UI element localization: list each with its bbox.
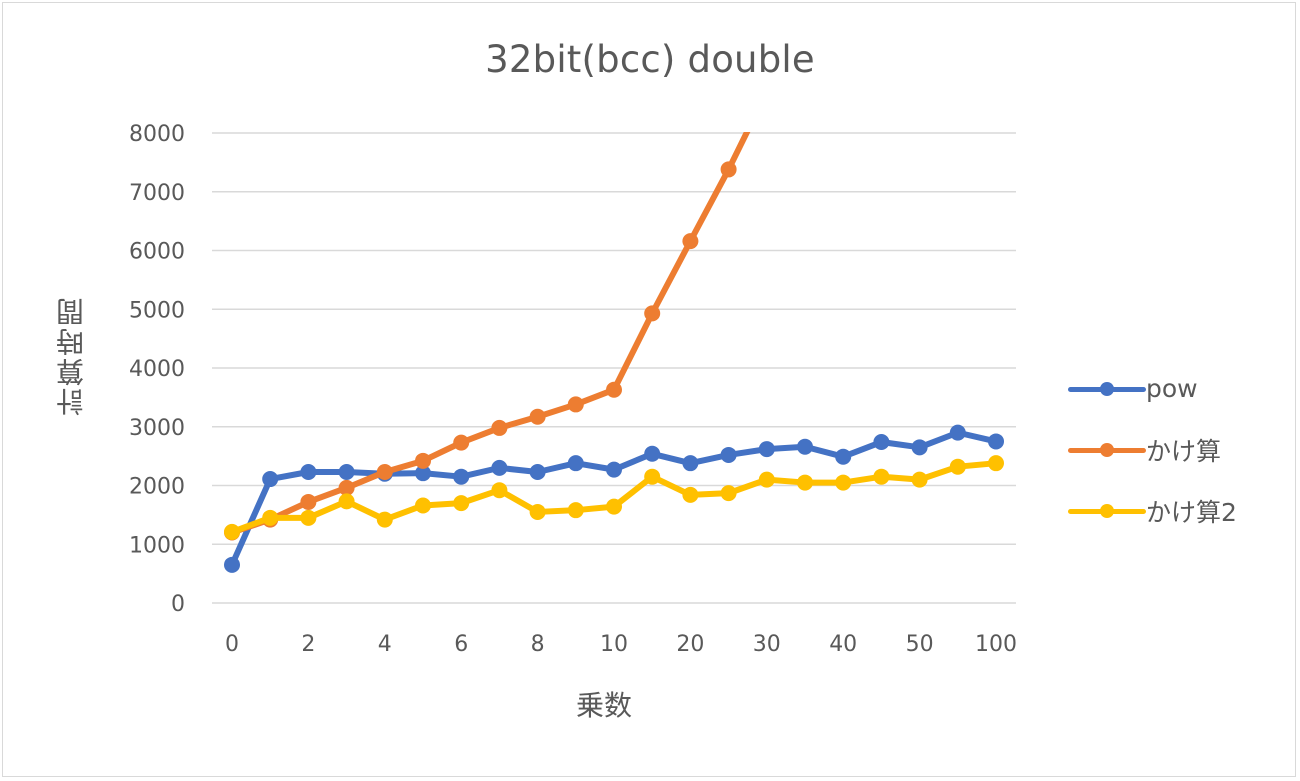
data-point-marker[interactable] [567,396,584,413]
legend-line-marker-icon [1068,440,1146,460]
data-point-marker[interactable] [529,408,546,425]
y-tick-label: 5000 [129,298,185,323]
x-tick-label: 100 [975,632,1017,657]
data-point-marker[interactable] [682,455,699,472]
series-かけ算2 [224,455,1004,540]
legend-label: かけ算2 [1146,497,1237,527]
x-axis-title: 乗数 [576,689,633,722]
data-point-marker[interactable] [300,509,317,526]
data-point-marker[interactable] [988,455,1004,472]
data-point-marker[interactable] [797,474,813,491]
data-point-marker[interactable] [873,434,890,451]
legend-label: pow [1146,374,1198,403]
data-point-marker[interactable] [873,468,890,485]
data-point-marker[interactable] [300,493,317,510]
data-point-marker[interactable] [376,511,393,528]
legend-label: かけ算 [1146,436,1222,466]
data-point-marker[interactable] [338,479,355,496]
legend-line-marker-icon [1068,379,1146,399]
data-point-marker[interactable] [338,493,355,510]
data-point-marker[interactable] [415,497,431,514]
data-point-marker[interactable] [644,445,661,462]
data-point-marker[interactable] [224,523,240,540]
data-point-marker[interactable] [911,439,928,456]
data-point-marker[interactable] [567,455,584,472]
y-tick-label: 6000 [129,240,185,265]
y-tick-label: 3000 [129,416,185,441]
data-point-marker[interactable] [606,498,622,515]
x-tick-label: 4 [378,632,392,657]
data-point-marker[interactable] [224,556,240,573]
data-point-marker[interactable] [491,482,508,499]
data-point-marker[interactable] [491,459,508,476]
data-point-marker[interactable] [758,471,775,488]
data-point-marker[interactable] [606,381,622,398]
chart-title: 32bit(bcc) double [485,38,815,81]
data-point-marker[interactable] [682,486,699,503]
data-point-marker[interactable] [949,424,966,441]
x-tick-label: 0 [225,632,239,657]
legend-item[interactable]: かけ算 [1068,419,1237,480]
data-point-marker[interactable] [606,461,622,478]
x-tick-label: 10 [600,632,628,657]
data-point-marker[interactable] [720,161,737,178]
data-point-marker[interactable] [453,434,470,451]
x-tick-label: 50 [906,632,934,657]
data-point-marker[interactable] [453,468,470,485]
data-point-marker[interactable] [682,233,699,250]
data-point-marker[interactable] [644,468,661,485]
data-point-marker[interactable] [262,509,279,526]
x-tick-label: 6 [454,632,468,657]
data-point-marker[interactable] [415,465,431,482]
data-point-marker[interactable] [415,452,431,469]
data-point-marker[interactable] [720,446,737,463]
series-pow [224,424,1004,573]
data-point-marker[interactable] [797,438,813,455]
x-tick-label: 8 [531,632,545,657]
x-tick-label: 40 [829,632,857,657]
data-point-marker[interactable] [988,433,1004,450]
data-point-marker[interactable] [644,305,661,322]
data-point-marker[interactable] [720,485,737,502]
x-tick-label: 2 [301,632,315,657]
y-tick-label: 7000 [129,181,185,206]
data-point-marker[interactable] [835,474,852,491]
x-tick-label: 20 [676,632,704,657]
data-point-marker[interactable] [949,458,966,475]
y-tick-label: 2000 [129,475,185,500]
y-tick-label: 1000 [129,533,185,558]
data-point-marker[interactable] [491,419,508,436]
data-point-marker[interactable] [835,448,852,465]
data-point-marker[interactable] [262,471,279,488]
y-tick-label: 8000 [129,122,185,147]
legend-item[interactable]: かけ算2 [1068,480,1237,541]
data-point-marker[interactable] [338,463,355,480]
data-point-marker[interactable] [758,441,775,458]
x-tick-label: 30 [753,632,781,657]
data-point-marker[interactable] [567,502,584,519]
data-point-marker[interactable] [911,471,928,488]
data-point-marker[interactable] [376,463,393,480]
data-point-marker[interactable] [529,503,546,520]
legend-item[interactable]: pow [1068,358,1237,419]
data-point-marker[interactable] [529,463,546,480]
data-point-marker[interactable] [453,495,470,512]
series-かけ算 [224,132,751,541]
data-point-marker[interactable] [300,463,317,480]
legend: pow かけ算かけ算2 [1068,358,1237,541]
y-tick-label: 4000 [129,357,185,382]
legend-line-marker-icon [1068,501,1146,521]
y-tick-label: 0 [171,592,185,617]
